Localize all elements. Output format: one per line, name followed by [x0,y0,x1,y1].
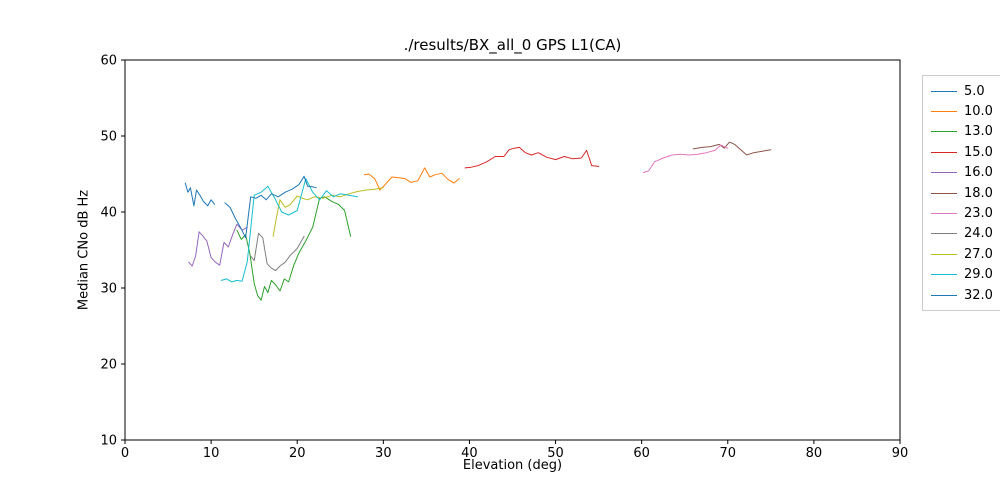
plot-frame [124,59,901,441]
legend-item: 5.0 [931,81,993,101]
y-tick-label: 60 [100,54,117,69]
legend-line-swatch [931,90,957,92]
y-axis-label: Median CNo dB Hz [76,189,92,311]
legend-item: 29.0 [931,265,993,285]
legend-label: 18.0 [964,185,993,201]
legend-line-swatch [931,233,957,235]
series-line-10.0 [363,167,460,191]
legend-item: 24.0 [931,224,993,244]
legend-label: 16.0 [964,165,993,181]
legend-line-swatch [931,111,957,113]
legend-line-swatch [931,294,957,296]
y-tick-label: 30 [100,282,117,297]
x-tick-label: 90 [892,446,909,461]
y-tick-label: 50 [100,130,117,145]
legend-line-swatch [931,213,957,215]
legend-item: 18.0 [931,183,993,203]
x-axis-label: Elevation (deg) [462,458,563,473]
x-tick-label: 70 [720,446,737,461]
legend-label: 10.0 [964,104,993,120]
legend-item: 13.0 [931,122,993,142]
x-tick-label: 80 [806,446,823,461]
series-line-16.0 [188,223,248,267]
legend-line-swatch [931,274,957,276]
y-tick-label: 40 [100,206,117,221]
series-line-15.0 [464,146,600,169]
legend-label: 5.0 [964,83,985,99]
legend-label: 13.0 [964,124,993,140]
legend: 5.0 10.0 13.0 15.0 16.0 18.0 23.0 24.0 27.0 29.0 3… [922,75,1000,312]
series-line-32.0 [224,175,317,239]
x-tick-label: 60 [633,446,650,461]
legend-item: 23.0 [931,203,993,223]
legend-line-swatch [931,253,957,255]
legend-item: 27.0 [931,244,993,264]
legend-item: 15.0 [931,142,993,162]
legend-label: 24.0 [964,226,993,242]
x-tick-label: 30 [375,446,392,461]
x-tick-label: 20 [289,446,306,461]
legend-label: 27.0 [964,246,993,262]
chart-title: ./results/BX_all_0 GPS L1(CA) [403,36,622,54]
legend-label: 23.0 [964,206,993,222]
series-line-27.0 [272,187,384,237]
legend-label: 29.0 [964,267,993,283]
x-tick-label: 10 [203,446,220,461]
x-tick-label: 0 [121,446,129,461]
legend-line-swatch [931,151,957,153]
y-tick-label: 20 [100,358,117,373]
x-tick-label: 40 [461,446,478,461]
x-tick-label: 50 [547,446,564,461]
series-line-18.0 [692,141,772,156]
legend-item: 16.0 [931,163,993,183]
legend-line-swatch [931,192,957,194]
legend-line-swatch [931,172,957,174]
y-tick-label: 10 [100,434,117,449]
series-line-29.0 [220,178,358,283]
legend-item: 32.0 [931,285,993,305]
legend-label: 32.0 [964,287,993,303]
series-line-23.0 [642,144,729,173]
legend-item: 10.0 [931,101,993,121]
legend-line-swatch [931,131,957,133]
legend-label: 15.0 [964,144,993,160]
series-line-24.0 [250,232,305,271]
series-line-5.0 [184,182,216,207]
